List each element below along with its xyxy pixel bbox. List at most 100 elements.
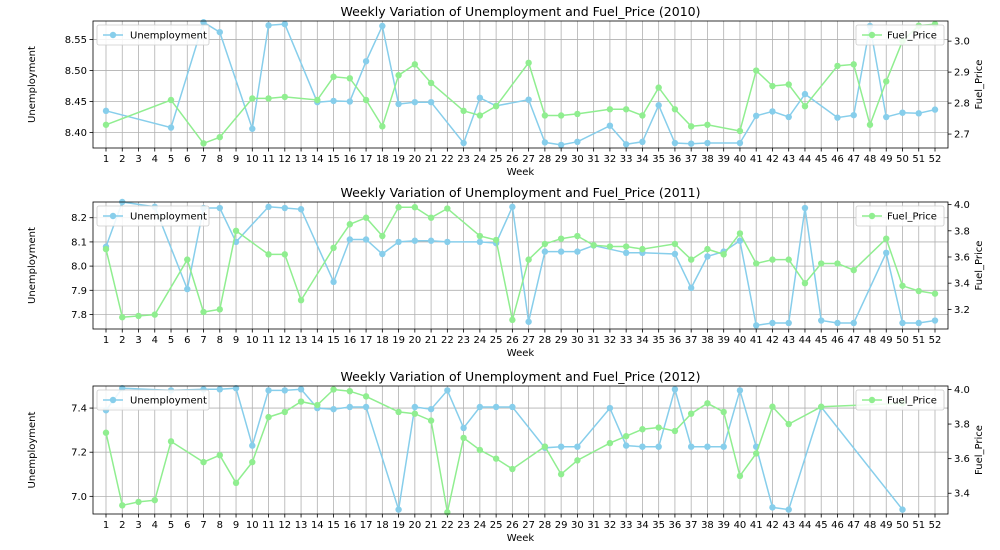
series-line: [105, 201, 936, 327]
data-point: [297, 206, 305, 213]
data-point: [265, 413, 272, 421]
y2-tick-label: 2.9: [954, 68, 970, 79]
x-tick-label: 24: [473, 154, 486, 165]
x-tick-label: 48: [864, 335, 877, 346]
data-point: [476, 403, 484, 411]
data-point: [379, 232, 386, 240]
x-tick-label: 4: [152, 520, 158, 531]
x-tick-label: 52: [929, 335, 942, 346]
x-tick-label: 19: [392, 520, 405, 531]
data-point: [492, 102, 500, 110]
y-tick-label: 8.0: [71, 262, 87, 273]
data-point: [866, 121, 874, 128]
data-point: [704, 245, 711, 253]
data-point: [330, 386, 337, 393]
x-tick-label: 5: [168, 154, 174, 165]
data-point: [899, 109, 906, 116]
data-point: [476, 446, 484, 454]
x-tick-label: 13: [295, 520, 308, 531]
legend-box: [96, 24, 210, 46]
data-point: [492, 455, 500, 462]
x-tick-label: 33: [620, 520, 633, 531]
x-tick-label: 17: [360, 335, 373, 346]
x-tick-label: 20: [408, 520, 421, 531]
data-point: [200, 19, 207, 26]
chart-panel-3: Weekly Variation of Unemployment and Fue…: [27, 369, 985, 544]
data-point: [232, 479, 240, 487]
data-point: [622, 442, 630, 449]
legend-label: Unemployment: [130, 212, 207, 223]
data-point: [899, 319, 906, 327]
x-tick-label: 2: [119, 335, 125, 346]
x-tick-label: 22: [441, 335, 454, 346]
data-point: [574, 443, 581, 450]
data-point: [899, 282, 906, 289]
y2-tick-label: 3.6: [954, 454, 970, 465]
legend-unemployment: Unemployment: [96, 389, 210, 411]
data-point: [736, 387, 744, 394]
data-point: [476, 94, 484, 102]
legend-label: Unemployment: [130, 396, 207, 407]
x-tick-label: 18: [376, 154, 389, 165]
x-tick-label: 32: [604, 154, 617, 165]
data-point: [119, 314, 126, 321]
data-point: [785, 256, 792, 263]
legend-marker: [868, 31, 876, 39]
data-point: [850, 111, 857, 119]
x-tick-label: 26: [506, 154, 519, 165]
x-tick-label: 50: [896, 520, 909, 531]
x-tick-label: 22: [441, 520, 454, 531]
data-point: [330, 278, 337, 286]
x-tick-label: 21: [425, 154, 438, 165]
data-point: [785, 319, 792, 327]
data-point: [102, 107, 110, 115]
data-point: [281, 387, 289, 394]
data-point: [427, 405, 435, 413]
x-tick-label: 31: [587, 520, 600, 531]
data-point: [883, 113, 890, 121]
data-point: [281, 251, 289, 258]
x-tick-label: 52: [929, 520, 942, 531]
plot-frame: [92, 201, 949, 330]
chart-panel-2: Weekly Variation of Unemployment and Fue…: [27, 185, 985, 359]
data-point: [687, 410, 695, 417]
x-tick-label: 47: [847, 520, 860, 531]
x-tick-label: 42: [766, 154, 779, 165]
x-tick-label: 21: [425, 335, 438, 346]
x-tick-label: 38: [701, 520, 714, 531]
data-point: [704, 253, 711, 260]
x-tick-label: 1: [103, 154, 109, 165]
data-point: [346, 387, 354, 395]
x-tick-label: 11: [262, 154, 275, 165]
series-line: [105, 23, 936, 145]
data-point: [297, 296, 305, 304]
data-point: [704, 443, 711, 450]
x-tick-label: 25: [490, 520, 503, 531]
data-point: [639, 112, 646, 119]
x-tick-label: 50: [896, 154, 909, 165]
y-tick-label: 7.9: [71, 286, 87, 297]
x-tick-label: 38: [701, 335, 714, 346]
data-point: [541, 240, 549, 248]
x-tick-label: 35: [652, 520, 665, 531]
data-point: [704, 139, 711, 147]
data-point: [346, 98, 354, 105]
data-point: [200, 458, 207, 466]
plot-frame: [92, 20, 949, 149]
x-tick-label: 16: [343, 520, 356, 531]
x-tick-label: 11: [262, 335, 275, 346]
data-point: [509, 465, 516, 473]
x-tick-label: 41: [750, 154, 763, 165]
data-point: [557, 248, 565, 255]
data-point: [785, 81, 792, 88]
data-point: [769, 319, 776, 327]
data-point: [736, 472, 744, 480]
series-fuel-price: [102, 204, 939, 324]
data-point: [379, 123, 386, 130]
data-point: [557, 235, 565, 242]
data-point: [639, 245, 646, 253]
series-unemployment: [102, 198, 939, 329]
legend-box: [855, 389, 945, 411]
y2-axis-label: Fuel_Price: [974, 425, 985, 475]
data-point: [671, 106, 679, 113]
